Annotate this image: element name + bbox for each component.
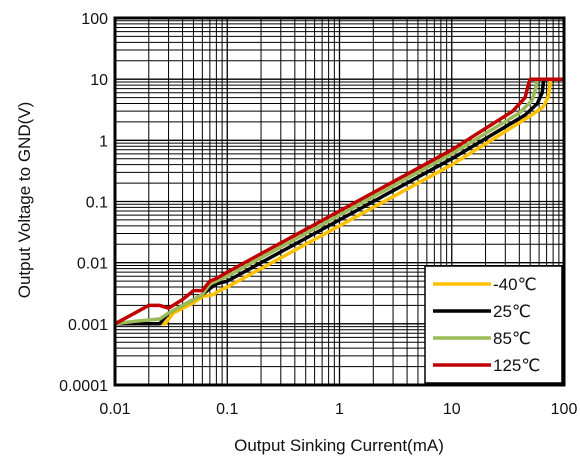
y-tick-label: 1 [99, 133, 108, 150]
x-tick-label: 1 [335, 401, 344, 418]
y-tick-label: 100 [81, 11, 108, 28]
x-tick-label: 100 [551, 401, 578, 418]
legend-label: 125℃ [493, 356, 540, 375]
x-tick-labels: 0.01 0.1 1 10 100 [99, 401, 577, 418]
x-axis-label: Output Sinking Current(mA) [234, 436, 444, 455]
series-line-2 [114, 77, 564, 326]
x-tick-label: 0.01 [99, 401, 130, 418]
x-tick-label: 0.1 [216, 401, 238, 418]
series-lines [114, 77, 564, 326]
legend-label: 85℃ [493, 329, 531, 348]
legend-label: -40℃ [493, 275, 537, 294]
y-tick-label: 0.001 [68, 317, 108, 334]
y-tick-label: 0.1 [86, 195, 108, 212]
y-tick-label: 10 [90, 72, 108, 89]
y-tick-labels: 0.0001 0.001 0.01 0.1 1 10 100 [59, 11, 108, 395]
x-tick-label: 10 [443, 401, 461, 418]
legend-label: 25℃ [493, 302, 531, 321]
y-tick-label: 0.0001 [59, 378, 108, 395]
series-line-0 [115, 77, 564, 326]
y-axis-label: Output Voltage to GND(V) [15, 102, 34, 299]
series-line-3 [114, 77, 564, 326]
legend: -40℃ 25℃ 85℃ 125℃ [424, 265, 563, 384]
plot-border [113, 16, 566, 387]
y-tick-label: 0.01 [77, 256, 108, 273]
